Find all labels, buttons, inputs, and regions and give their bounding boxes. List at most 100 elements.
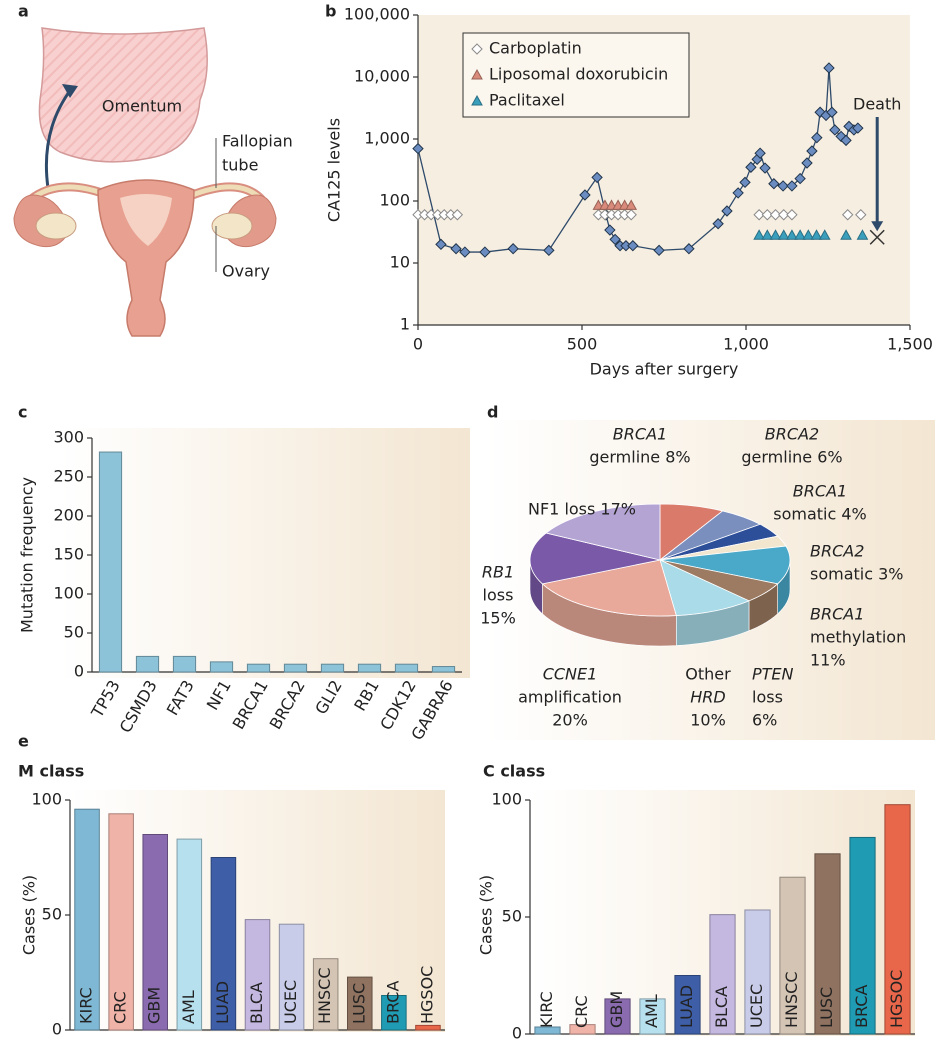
marker [778, 209, 790, 221]
bar-label: HGSOC [887, 970, 906, 1028]
bar-label: LUSC [817, 987, 836, 1028]
marker [753, 209, 765, 221]
marker [579, 189, 591, 201]
bar-label: AML [642, 994, 661, 1028]
bar [415, 1024, 441, 1031]
y-tick-label: 150 [53, 545, 84, 564]
bar [569, 1024, 596, 1035]
bar [534, 1026, 561, 1035]
bar [74, 808, 100, 1031]
bar [744, 909, 771, 1035]
uterus-cavity [120, 194, 172, 246]
marker [507, 243, 519, 255]
marker [625, 209, 637, 221]
marker [840, 229, 852, 240]
bar-label: AML [179, 990, 198, 1024]
bar-label: BLCA [712, 986, 731, 1028]
bar [246, 663, 271, 673]
marker [769, 229, 782, 240]
bar [135, 655, 160, 673]
marker [786, 229, 798, 240]
marker [753, 229, 765, 240]
panel-letter: a [18, 2, 29, 21]
y-tick-label: 100 [31, 790, 62, 809]
bar [814, 853, 841, 1035]
x-tick-label: FAT3 [163, 677, 198, 719]
y-axis-label: Mutation frequency [18, 477, 37, 633]
x-tick-label: RB1 [350, 677, 383, 714]
pie-label: 11% [810, 651, 846, 670]
panel-letter: e [18, 732, 29, 751]
marker [653, 244, 665, 257]
marker [777, 229, 790, 240]
annotation-mark [869, 229, 885, 245]
ovary-left [35, 212, 77, 240]
marker [794, 229, 806, 240]
series-line [417, 67, 859, 253]
y-tick-label: 300 [53, 428, 84, 447]
marker [841, 209, 854, 221]
pie-slice [541, 559, 677, 617]
pie-label: PTEN [752, 665, 794, 684]
pie-label: somatic 3% [810, 565, 904, 584]
marker [721, 205, 733, 217]
marker [806, 145, 818, 157]
y-axis-label: Cases (%) [20, 875, 39, 955]
marker [591, 171, 603, 184]
panel-letter: c [18, 403, 27, 422]
marker [683, 243, 695, 255]
pie-label: amplification [518, 688, 622, 707]
marker [759, 162, 771, 174]
x-tick-label: 1,500 [887, 335, 933, 354]
marker [818, 229, 831, 240]
pie-label: BRCA2 [810, 542, 864, 561]
marker [604, 224, 616, 236]
y-axis-label: CA125 levels [325, 118, 344, 222]
marker [459, 246, 471, 258]
panel-letter: b [325, 2, 336, 21]
x-tick-label: 500 [567, 335, 598, 354]
pie-label: somatic 4% [773, 505, 867, 524]
marker [786, 209, 798, 221]
annotation-arrowhead [871, 221, 884, 232]
marker [777, 180, 789, 192]
bar-label: LUSC [349, 983, 368, 1024]
marker [471, 94, 483, 106]
pie-label: BRCA1 [793, 482, 847, 501]
marker [852, 122, 864, 134]
ovary-label: Ovary [222, 262, 270, 281]
marker [855, 209, 867, 221]
bar [278, 923, 305, 1031]
pie-label: BRCA2 [765, 425, 819, 444]
x-axis-label: Days after surgery [590, 360, 739, 379]
marker [826, 106, 838, 118]
x-tick-label: GLI2 [311, 677, 346, 718]
pie-label: loss [483, 586, 514, 605]
pie-label: RB1 [482, 563, 514, 582]
panel-letter: d [487, 403, 498, 422]
annotation: Death [853, 95, 901, 114]
bar-label: GBM [145, 987, 164, 1024]
bar-label: HNSCC [315, 968, 334, 1025]
bar-label: UCEC [281, 980, 300, 1024]
pie-label: germline 6% [741, 448, 842, 467]
pie-slice [545, 503, 661, 561]
marker [609, 233, 621, 246]
y-tick-label: 50 [502, 907, 522, 926]
pie-label: 20% [552, 711, 588, 730]
pie-label: Other [685, 665, 731, 684]
y-tick-label: 0 [74, 662, 84, 681]
marker [412, 142, 424, 155]
bar-label: BLCA [247, 982, 266, 1024]
bar [320, 663, 345, 673]
bar [431, 666, 456, 673]
bar-label: CRC [111, 991, 130, 1024]
marker [435, 238, 447, 251]
pie-label: BRCA1 [613, 425, 667, 444]
ovary-right [211, 212, 253, 240]
marker [794, 172, 806, 185]
x-tick-label: 0 [413, 335, 423, 354]
x-tick-label: TP53 [87, 677, 124, 722]
marker [835, 130, 847, 143]
bar [884, 804, 911, 1035]
